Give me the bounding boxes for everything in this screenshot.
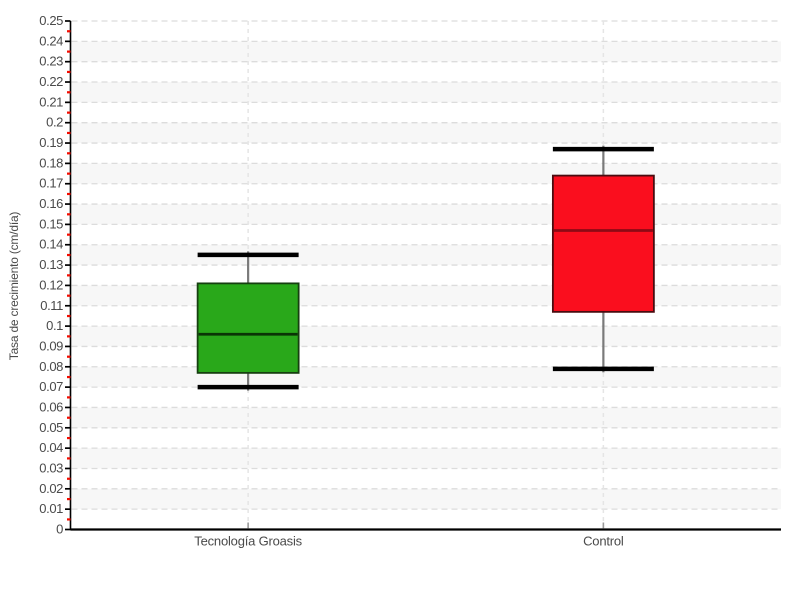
y-tick-label: 0.18: [39, 155, 63, 170]
y-minor-tick: [67, 477, 71, 480]
y-tick-label: 0.22: [39, 74, 63, 89]
y-tick-label: 0.09: [39, 338, 63, 353]
y-tick-label: 0.14: [39, 237, 63, 252]
y-minor-tick: [67, 253, 71, 257]
y-tick-label: 0.08: [39, 359, 63, 374]
band: [71, 407, 781, 428]
y-minor-tick: [67, 355, 71, 358]
y-tick-label: 0.12: [39, 277, 63, 292]
box-tecnologia-groasis: [196, 251, 300, 391]
y-minor-tick: [67, 518, 71, 521]
y-tick-label: 0: [56, 522, 63, 537]
band: [71, 163, 781, 184]
band: [71, 326, 781, 347]
y-minor-tick: [67, 70, 71, 74]
x-tick-label: Tecnología Groasis: [194, 534, 302, 549]
y-tick-label: 0.07: [39, 379, 63, 394]
band: [71, 448, 781, 469]
y-tick-label: 0.23: [39, 54, 63, 69]
band: [71, 244, 781, 266]
band: [71, 285, 781, 306]
y-minor-tick: [67, 131, 71, 135]
y-minor-tick: [67, 294, 71, 297]
y-minor-tick: [67, 497, 71, 501]
y-tick-label: 0.06: [39, 399, 63, 414]
y-axis-labels: 0 0.01 0.02 0.03 0.04 0.05 0.06 0.07 0.08 0.09 0.1…: [39, 13, 63, 537]
y-tick-label: 0.11: [40, 298, 63, 313]
y-minor-tick: [67, 314, 71, 318]
y-tick-label: 0.24: [39, 33, 63, 48]
y-minor-tick: [67, 91, 71, 94]
y-minor-tick: [67, 50, 71, 53]
y-tick-label: 0.04: [39, 440, 63, 455]
y-minor-tick: [67, 335, 71, 338]
box-control: [551, 145, 655, 373]
y-tick-label: 0.17: [39, 176, 63, 191]
y-minor-tick: [67, 233, 71, 236]
y-tick-label: 0.05: [39, 420, 63, 435]
y-tick-label: 0.13: [39, 257, 63, 272]
y-gridlines: [71, 20, 781, 510]
y-minor-tick: [67, 30, 71, 33]
y-tick-label: 0.15: [39, 216, 63, 231]
y-minor-tick: [67, 274, 71, 277]
y-minor-tick: [67, 416, 71, 419]
x-axis-labels: Tecnología Groasis Control: [194, 522, 624, 549]
band: [71, 488, 781, 510]
band: [71, 41, 781, 62]
y-axis-minor-ticks: [67, 30, 71, 521]
band: [71, 122, 781, 144]
iqr-box: [551, 174, 655, 313]
y-minor-tick: [67, 396, 71, 399]
y-minor-tick: [67, 152, 71, 155]
y-tick-label: 0.21: [39, 94, 63, 109]
y-minor-tick: [67, 172, 71, 175]
y-bands: [71, 41, 781, 510]
band: [71, 366, 781, 388]
y-minor-tick: [67, 436, 71, 440]
y-minor-tick: [67, 111, 71, 114]
y-minor-tick: [67, 192, 71, 196]
y-tick-label: 0.19: [39, 135, 63, 150]
y-tick-label: 0.1: [46, 318, 63, 333]
y-tick-label: 0.01: [39, 501, 63, 516]
y-tick-label: 0.02: [39, 481, 63, 496]
x-tick-label: Control: [583, 534, 624, 549]
y-minor-tick: [67, 457, 71, 460]
y-tick-label: 0.03: [39, 460, 63, 475]
y-minor-tick: [67, 375, 71, 379]
band: [71, 204, 781, 225]
y-axis-title: Tasa de crecimiento (cm/día): [7, 211, 21, 361]
y-axis-ticks: [65, 20, 71, 531]
y-tick-label: 0.16: [39, 196, 63, 211]
iqr-box: [196, 282, 300, 374]
band: [71, 82, 781, 103]
y-tick-label: 0.25: [39, 13, 63, 28]
y-tick-label: 0.2: [46, 115, 63, 130]
y-minor-tick: [67, 213, 71, 216]
